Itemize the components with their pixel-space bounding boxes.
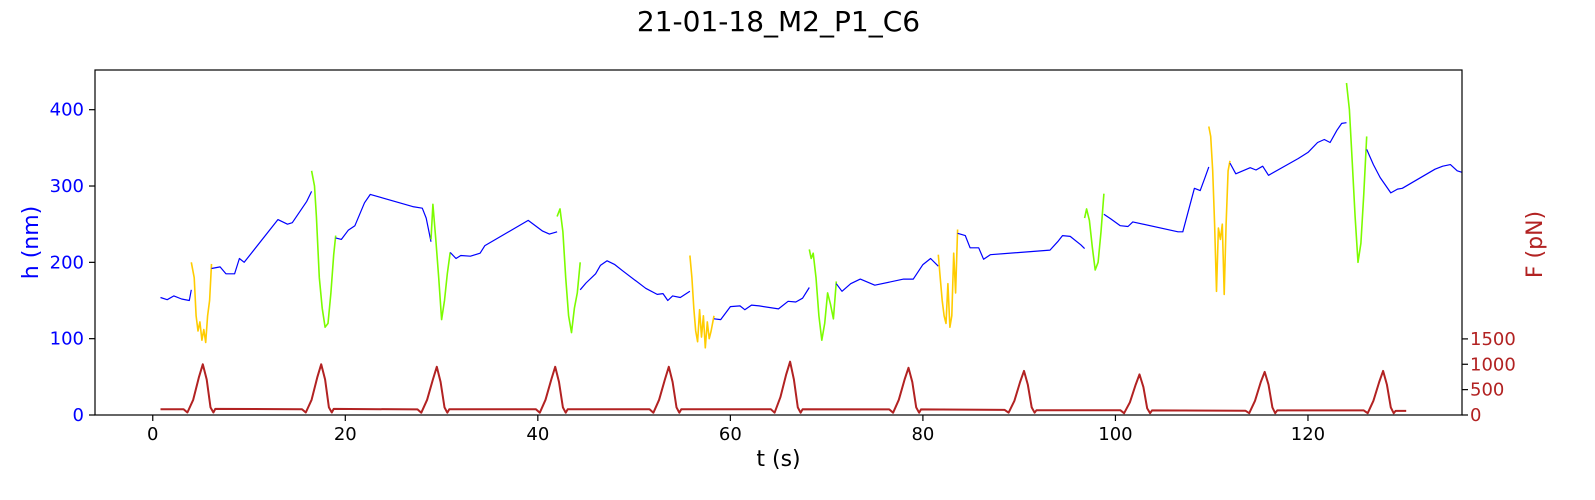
y-right-tick-label: 0 [1470,405,1481,426]
series-h-segment-10 [713,287,810,321]
series-h-segment-8 [579,260,691,302]
y-left-tick-label: 0 [73,405,84,426]
plot-area [160,82,1463,415]
y-right-tick-label: 1000 [1470,354,1516,375]
y-axis-left-label: h (nm) [19,206,44,279]
x-tick-label: 100 [1098,424,1132,445]
series-h-segment-15 [1083,193,1105,271]
series-h-segment-14 [957,232,1086,260]
y-axis-right-label: F (pN) [1523,211,1548,278]
x-axis: 0 20 40 60 80 100 120 [147,415,1325,445]
series-h-segment-6 [449,219,558,260]
series-h-segment-20 [1366,149,1463,194]
y-left-tick-label: 200 [50,252,84,273]
y-right-tick-label: 1500 [1470,329,1516,350]
series-h-segment-3 [310,170,337,328]
series-h-segment-18 [1229,122,1347,176]
series-h-segment-7 [556,208,581,334]
series-h-segment-12 [835,257,939,292]
series-h-segment-16 [1103,166,1210,233]
series-h-segment-9 [689,255,715,349]
y-right-tick-label: 500 [1470,380,1504,401]
y-left-tick-label: 400 [50,100,84,121]
y-axis-right: 0 500 1000 1500 [1462,329,1516,426]
x-tick-label: 80 [911,424,934,445]
series-h-segment-11 [808,249,838,341]
x-tick-label: 120 [1291,424,1325,445]
x-tick-label: 20 [334,424,357,445]
series-F-segment-0 [160,360,1407,415]
x-tick-label: 0 [147,424,158,445]
series-h-segment-4 [335,193,432,242]
chart-title: 21-01-18_M2_P1_C6 [637,5,920,38]
x-tick-label: 60 [719,424,742,445]
y-axis-left: 0 100 200 300 400 [50,100,95,426]
series-h-segment-19 [1345,82,1368,264]
x-axis-label: t (s) [756,447,800,472]
y-left-tick-label: 100 [50,329,84,350]
axes-frame [94,69,1463,416]
series-h-segment-0 [160,289,192,302]
series-h-segment-17 [1208,126,1231,296]
x-tick-label: 40 [526,424,549,445]
y-left-tick-label: 300 [50,176,84,197]
series-h-segment-5 [430,203,451,321]
series-h-segment-2 [211,191,313,275]
series-h-segment-13 [937,229,959,328]
series-h-segment-1 [190,262,213,344]
